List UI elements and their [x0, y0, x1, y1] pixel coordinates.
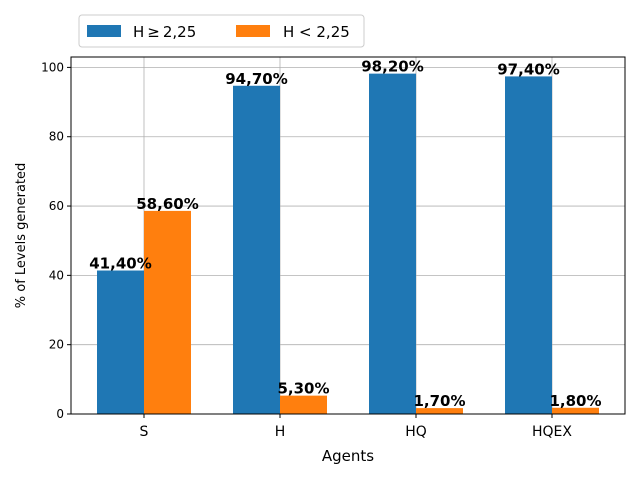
- x-tick-label: S: [140, 424, 149, 440]
- y-tick-label: 0: [56, 407, 64, 421]
- y-tick-label: 80: [49, 130, 64, 144]
- bars: [97, 73, 599, 415]
- data-label: 58,60%: [136, 195, 198, 213]
- x-tick-label: HQEX: [532, 424, 572, 440]
- x-tick-label: H: [275, 424, 286, 440]
- data-label: 97,40%: [497, 60, 559, 78]
- data-label: 1,70%: [413, 392, 465, 410]
- x-tick-label: HQ: [405, 424, 427, 440]
- y-tick-label: 60: [49, 199, 64, 213]
- legend: H ≥ 2,25 H < 2,25: [78, 14, 365, 48]
- legend-swatch: [87, 25, 121, 37]
- bar-high-hq: [369, 73, 416, 414]
- legend-swatch: [236, 25, 270, 37]
- legend-label: H ≥ 2,25: [133, 23, 196, 41]
- y-axis: 0 20 40 60 80 100: [41, 60, 71, 421]
- data-label: 1,80%: [549, 392, 601, 410]
- data-label: 5,30%: [277, 380, 329, 398]
- y-tick-label: 20: [49, 338, 64, 352]
- bar-low-hq: [416, 408, 463, 414]
- data-label: 41,40%: [89, 255, 151, 273]
- bar-high-s: [97, 270, 144, 414]
- data-labels: 41,40% 94,70% 98,20% 97,40% 58,60% 5,30% 1,70%…: [89, 58, 601, 410]
- x-axis: S H HQ HQEX: [140, 414, 572, 440]
- data-label: 94,70%: [225, 70, 287, 88]
- bar-low-s: [144, 210, 191, 414]
- plot-frame: [70, 56, 626, 415]
- bar-low-h: [280, 395, 327, 414]
- legend-label: H < 2,25: [283, 23, 350, 41]
- legend-box: [78, 14, 365, 48]
- bar-low-hqex: [552, 407, 599, 414]
- y-tick-label: 40: [49, 268, 64, 282]
- y-tick-label: 100: [41, 60, 64, 74]
- bar-high-hqex: [505, 76, 552, 415]
- y-axis-label: % of Levels generated: [14, 163, 29, 309]
- bar-high-h: [233, 85, 280, 415]
- data-label: 98,20%: [361, 58, 423, 76]
- x-axis-label: Agents: [322, 447, 374, 465]
